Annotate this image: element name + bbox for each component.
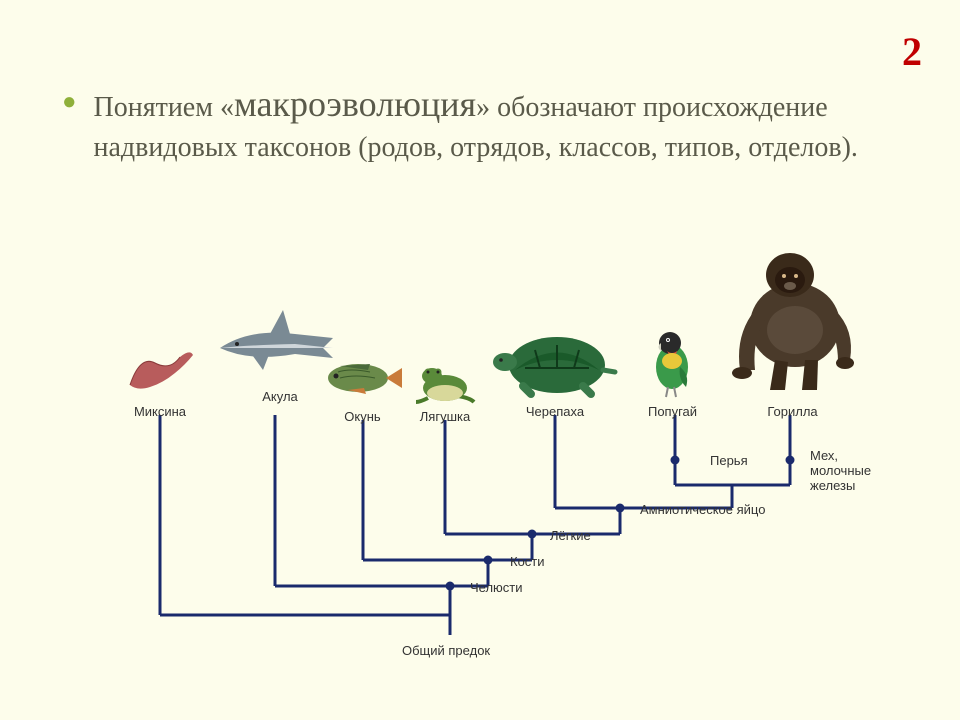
ancestor-label: Общий предок (402, 643, 490, 658)
species-label-gorilla: Горилла (720, 404, 865, 419)
definition-text: Понятием «макроэволюция» обозначают прои… (94, 80, 874, 166)
page-number: 2 (902, 28, 922, 75)
trait-label-feathers: Перья (710, 453, 748, 468)
species-label-perch: Окунь (320, 409, 405, 424)
bullet-icon: ● (62, 86, 77, 118)
species-label-hagfish: Миксина (125, 404, 195, 419)
definition-paragraph: ● Понятием «макроэволюция» обозначают пр… (62, 80, 892, 166)
para-prefix: Понятием « (94, 92, 234, 123)
trait-label-egg: Амниотическое яйцо (640, 502, 765, 517)
species-label-turtle: Черепаха (485, 404, 625, 419)
phylogenetic-diagram: Миксина Акула Окунь (120, 240, 900, 680)
trait-label-bones: Кости (510, 554, 545, 569)
species-label-frog: Лягушка (410, 409, 480, 424)
trait-label-lungs: Лёгкие (550, 528, 591, 543)
trait-label-jaws: Челюсти (470, 580, 523, 595)
trait-label-fur: Мех,молочныежелезы (810, 449, 871, 494)
para-term: макроэволюция (234, 84, 476, 124)
species-label-parrot: Попугай (640, 404, 705, 419)
